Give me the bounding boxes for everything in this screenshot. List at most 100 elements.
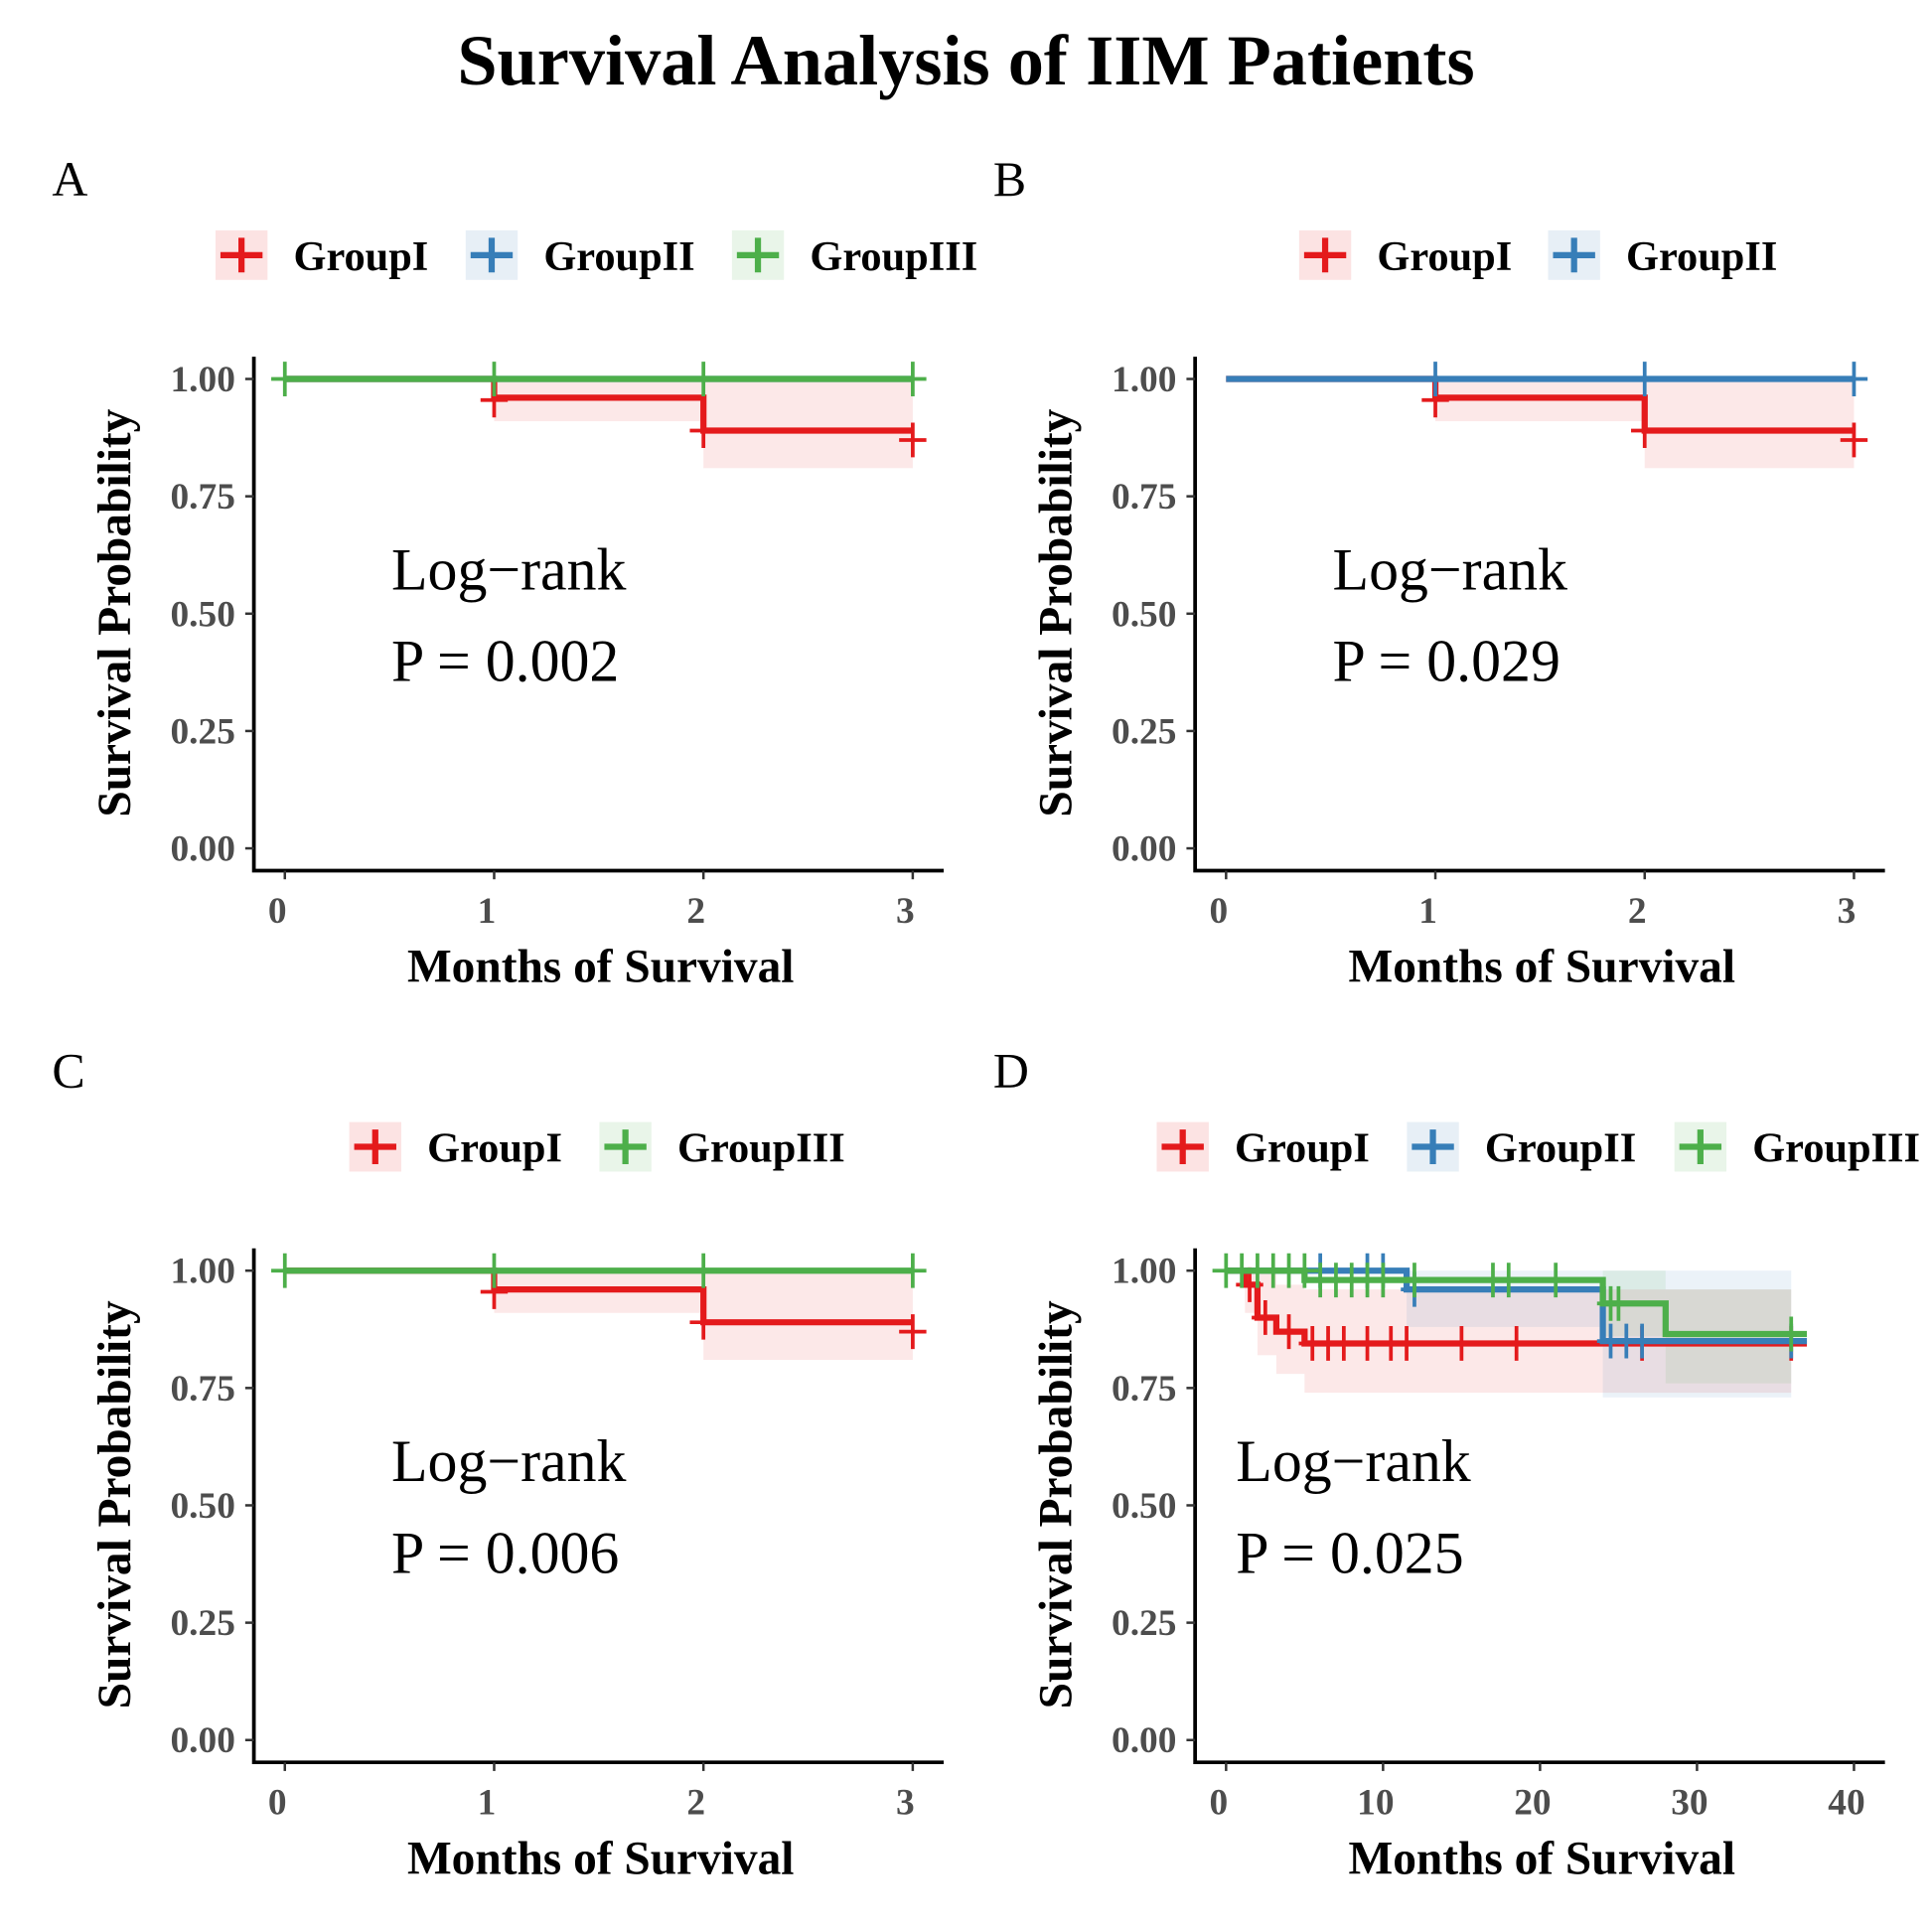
x-tick-label: 1 [1418, 891, 1437, 932]
y-tick-label: 0.75 [1112, 1369, 1176, 1410]
panel-letter: B [993, 152, 1026, 207]
panel-B: B GroupI GroupII 0.00 0.25 0.50 0.75 1.00 0 1 2 3 Mo… [993, 152, 1885, 993]
x-tick-label: 10 [1357, 1783, 1394, 1824]
censor-mark [1502, 1325, 1531, 1361]
y-tick-label: 0.50 [1112, 594, 1176, 635]
y-tick-label: 0.25 [1112, 1603, 1176, 1644]
logrank-label: Log−rank [1236, 1428, 1471, 1494]
y-axis-label: Survival Probability [1030, 1300, 1082, 1709]
y-tick-label: 0.75 [170, 1369, 234, 1410]
censor-mark [1252, 1300, 1279, 1335]
censor-mark [899, 1314, 927, 1350]
legend-item: GroupII [1407, 1121, 1636, 1171]
x-tick-label: 1 [478, 891, 497, 932]
y-tick-label: 0.50 [170, 1486, 234, 1527]
y-tick-label: 1.00 [170, 360, 234, 400]
confidence-band [1644, 378, 1855, 469]
confidence-band [703, 1270, 913, 1360]
censor-mark [1604, 1285, 1633, 1321]
x-tick-label: 40 [1828, 1783, 1864, 1824]
logrank-label: Log−rank [1333, 536, 1568, 602]
censor-mark [1840, 422, 1868, 458]
y-tick-label: 0.00 [1112, 829, 1176, 870]
y-tick-label: 0.75 [170, 477, 234, 518]
censor-mark [271, 362, 299, 396]
figure-title: Survival Analysis of IIM Patients [457, 21, 1474, 100]
y-tick-label: 0.50 [1112, 1486, 1176, 1527]
x-tick-label: 2 [1628, 891, 1647, 932]
legend-label: GroupII [1485, 1124, 1636, 1171]
x-tick-label: 2 [686, 1783, 705, 1824]
legend-cross-icon [604, 1129, 647, 1164]
legend-item: GroupII [465, 229, 695, 280]
axes [251, 1248, 945, 1765]
x-axis-label: Months of Survival [407, 942, 794, 993]
legend-label: GroupIII [1752, 1124, 1920, 1171]
legend-cross-icon [354, 1129, 396, 1164]
censor-mark [1353, 1325, 1382, 1361]
censor-mark [899, 362, 927, 396]
censor-mark [480, 362, 509, 396]
x-axis-label: Months of Survival [1349, 942, 1735, 993]
censor-mark [271, 1253, 299, 1288]
y-tick-label: 0.25 [170, 711, 234, 752]
x-tick-label: 0 [268, 891, 287, 932]
legend-label: GroupI [293, 233, 428, 280]
legend-item: GroupI [349, 1121, 562, 1171]
legend-cross-icon [1679, 1129, 1722, 1164]
legend-cross-icon [1553, 237, 1595, 273]
legend-item: GroupII [1548, 229, 1777, 280]
confidence-band [703, 378, 913, 469]
censor-mark [1631, 413, 1659, 448]
legend-item: GroupI [1156, 1121, 1370, 1171]
censor-mark [1495, 1263, 1523, 1298]
p-value: P = 0.002 [391, 629, 619, 694]
y-tick-label: 1.00 [170, 1252, 234, 1292]
censor-mark [1447, 1325, 1476, 1361]
legend-label: GroupIII [810, 233, 977, 280]
legend-cross-icon [1303, 237, 1347, 273]
legend-label: GroupII [1626, 233, 1777, 280]
legend-cross-icon [1412, 1129, 1454, 1164]
censor-mark [689, 413, 717, 448]
panel-letter: A [52, 152, 87, 207]
x-tick-label: 0 [1209, 1783, 1228, 1824]
panel-A: A GroupI GroupII GroupIII 0.00 0.25 0.50 0.75 1.… [52, 152, 977, 993]
legend-cross-icon [1161, 1129, 1204, 1164]
panel-letter: C [52, 1044, 84, 1099]
legend-label: GroupI [1235, 1124, 1370, 1171]
censor-mark [1777, 1316, 1805, 1352]
x-tick-label: 2 [686, 891, 705, 932]
y-axis-label: Survival Probability [89, 1300, 141, 1709]
censor-mark [1369, 1263, 1398, 1298]
legend-cross-icon [220, 237, 263, 273]
censor-mark [1401, 1263, 1428, 1298]
y-tick-label: 0.25 [1112, 711, 1176, 752]
legend-item: GroupIII [599, 1121, 845, 1171]
censor-mark [1421, 362, 1449, 396]
x-tick-label: 3 [896, 1783, 915, 1824]
censor-mark [899, 1253, 927, 1288]
y-tick-label: 0.50 [170, 594, 234, 635]
panel-letter: D [993, 1044, 1029, 1099]
axes [1193, 1248, 1885, 1765]
legend-cross-icon [470, 237, 514, 273]
y-axis-label: Survival Probability [1030, 408, 1082, 817]
censor-mark [1631, 362, 1659, 396]
panel-D: D GroupI GroupII GroupIII 0.00 0.25 0.50 0.75 1.… [993, 1044, 1920, 1885]
legend-label: GroupIII [677, 1124, 845, 1171]
x-tick-label: 0 [1209, 891, 1228, 932]
censor-mark [480, 1253, 509, 1288]
x-axis-label: Months of Survival [407, 1833, 794, 1884]
censor-mark [1330, 1325, 1358, 1361]
y-tick-label: 0.25 [170, 1603, 234, 1644]
legend-item: GroupI [1298, 229, 1512, 280]
x-tick-label: 3 [1838, 891, 1857, 932]
p-value: P = 0.029 [1333, 629, 1560, 694]
x-tick-label: 1 [478, 1783, 497, 1824]
p-value: P = 0.025 [1236, 1520, 1463, 1585]
censor-mark [899, 422, 927, 458]
censor-mark [1628, 1323, 1656, 1359]
censor-mark [1393, 1325, 1420, 1361]
